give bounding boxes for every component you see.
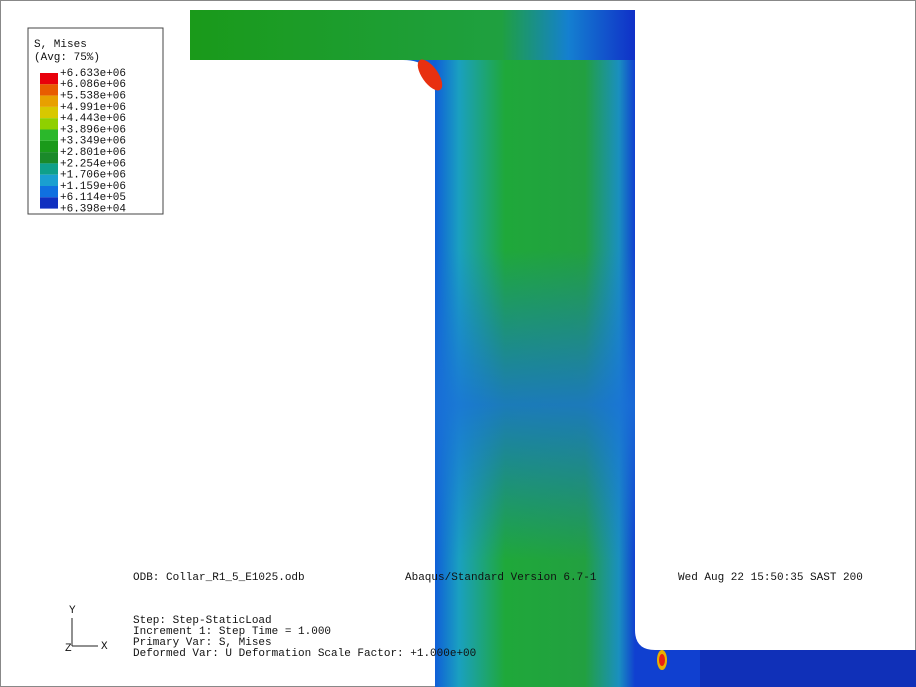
solver-version: Abaqus/Standard Version 6.7-1 xyxy=(405,572,597,584)
triad-label: Z xyxy=(65,643,72,655)
legend: S, Mises (Avg: 75%) +6.633e+06+6.086e+06… xyxy=(28,28,163,216)
part-base xyxy=(700,650,916,687)
legend-label: +4.443e+06 xyxy=(60,113,126,125)
legend-label: +3.349e+06 xyxy=(60,136,126,148)
legend-label: +6.086e+06 xyxy=(60,79,126,91)
legend-label: +1.159e+06 xyxy=(60,181,126,193)
triad-label: X xyxy=(101,641,108,653)
legend-title: S, Mises xyxy=(34,39,87,51)
legend-swatch xyxy=(40,186,58,197)
legend-label: +2.801e+06 xyxy=(60,147,126,159)
legend-swatch xyxy=(40,197,58,208)
legend-swatch xyxy=(40,96,58,107)
deformed-var: Deformed Var: U Deformation Scale Factor… xyxy=(133,648,476,660)
viewport: S, Mises (Avg: 75%) +6.633e+06+6.086e+06… xyxy=(0,0,916,687)
legend-label: +5.538e+06 xyxy=(60,91,126,103)
legend-swatch xyxy=(40,130,58,141)
legend-label: +3.896e+06 xyxy=(60,124,126,136)
legend-swatch xyxy=(40,141,58,152)
timestamp: Wed Aug 22 15:50:35 SAST 200 xyxy=(678,572,863,584)
legend-label: +6.633e+06 xyxy=(60,68,126,80)
legend-swatch xyxy=(40,175,58,186)
legend-swatch xyxy=(40,107,58,118)
legend-label: +4.991e+06 xyxy=(60,102,126,114)
triad-label: Y xyxy=(69,605,76,617)
legend-subtitle: (Avg: 75%) xyxy=(34,52,100,64)
legend-swatch xyxy=(40,163,58,174)
hotspot xyxy=(659,654,665,666)
legend-swatch xyxy=(40,152,58,163)
legend-label: +2.254e+06 xyxy=(60,158,126,170)
legend-swatch xyxy=(40,73,58,84)
legend-label: +1.706e+06 xyxy=(60,170,126,182)
legend-label: +6.114e+05 xyxy=(60,192,126,204)
legend-swatch xyxy=(40,84,58,95)
odb-name: ODB: Collar_R1_5_E1025.odb xyxy=(133,572,305,584)
stress-region xyxy=(435,250,635,560)
legend-swatch xyxy=(40,118,58,129)
legend-label: +6.398e+04 xyxy=(60,204,126,216)
part-top xyxy=(190,10,635,60)
